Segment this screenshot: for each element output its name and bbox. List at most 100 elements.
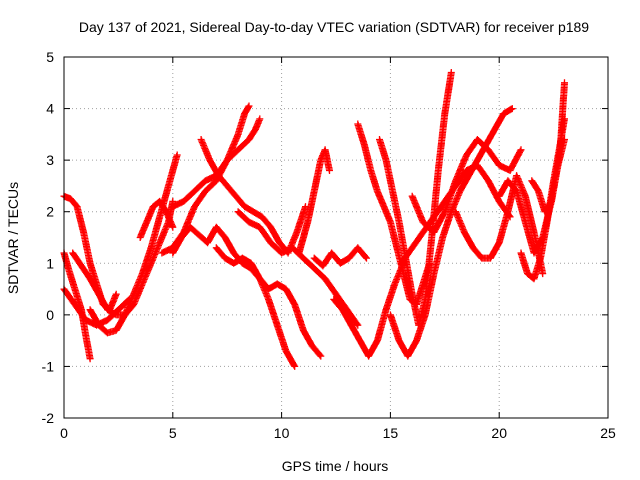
series-markers xyxy=(528,136,568,216)
data-point xyxy=(82,231,85,234)
data-point xyxy=(158,200,161,203)
data-point xyxy=(433,216,435,218)
data-point xyxy=(328,169,331,172)
data-point xyxy=(293,303,296,306)
series-markers xyxy=(197,136,309,257)
data-point xyxy=(389,314,392,316)
data-layer xyxy=(60,69,568,370)
data-point xyxy=(198,234,200,236)
data-point xyxy=(259,118,261,120)
data-point xyxy=(346,308,348,311)
data-point xyxy=(67,267,70,270)
data-point xyxy=(313,267,316,270)
data-point xyxy=(546,221,548,223)
data-point xyxy=(507,210,509,213)
y-tick-labels: -2 -1 0 1 2 3 4 5 xyxy=(42,49,55,426)
data-point xyxy=(215,226,218,228)
data-point xyxy=(433,272,435,275)
data-point xyxy=(193,190,196,192)
data-point xyxy=(69,198,72,200)
data-point xyxy=(396,247,398,249)
data-point xyxy=(557,164,559,167)
data-point xyxy=(302,257,305,259)
series-markers xyxy=(310,244,370,270)
data-point xyxy=(324,149,326,151)
data-point xyxy=(248,221,250,223)
data-point xyxy=(74,288,76,290)
data-point xyxy=(472,247,474,249)
data-point xyxy=(250,262,252,265)
data-point xyxy=(509,169,511,172)
data-point xyxy=(172,252,174,254)
data-point xyxy=(333,298,335,301)
data-point xyxy=(476,164,479,167)
data-point xyxy=(296,231,298,234)
y-tick-label: 0 xyxy=(46,307,54,323)
data-point xyxy=(356,324,359,326)
data-point xyxy=(319,159,322,161)
series-arc-15 xyxy=(330,259,407,360)
data-point xyxy=(450,71,453,74)
data-point xyxy=(261,216,263,218)
data-point xyxy=(302,236,305,239)
data-point xyxy=(383,205,385,208)
data-point xyxy=(424,314,427,316)
data-point xyxy=(459,190,461,192)
data-point xyxy=(84,319,87,321)
data-point xyxy=(411,247,413,249)
data-point xyxy=(172,226,174,228)
data-point xyxy=(520,149,522,151)
x-axis-label: GPS time / hours xyxy=(282,458,389,474)
data-point xyxy=(467,174,470,177)
data-point xyxy=(393,283,396,285)
data-point xyxy=(515,190,518,192)
data-point xyxy=(226,159,228,161)
data-point xyxy=(293,365,296,368)
series-arc-11 xyxy=(212,244,325,360)
data-point xyxy=(172,200,174,203)
series-arc-24 xyxy=(528,136,568,216)
grid-layer xyxy=(64,57,608,418)
data-point xyxy=(80,265,83,267)
data-point xyxy=(276,283,279,285)
data-point xyxy=(237,133,239,136)
data-point xyxy=(172,205,174,208)
data-point xyxy=(531,179,533,182)
data-point xyxy=(430,236,433,239)
data-point xyxy=(152,205,155,208)
series-arc-9 xyxy=(197,136,309,257)
y-tick-label: 4 xyxy=(46,101,54,117)
series-markers xyxy=(386,105,516,360)
data-point xyxy=(563,81,566,84)
data-point xyxy=(74,303,76,306)
data-point xyxy=(237,210,239,213)
data-point xyxy=(465,169,468,172)
series-markers xyxy=(169,115,264,211)
data-point xyxy=(248,105,250,107)
data-point xyxy=(89,262,91,265)
data-point xyxy=(139,236,141,239)
data-point xyxy=(502,112,505,115)
data-point xyxy=(498,164,501,167)
data-point xyxy=(237,149,239,151)
data-point xyxy=(252,210,255,213)
series-markers xyxy=(295,146,333,257)
data-point xyxy=(526,272,529,275)
data-point xyxy=(141,272,144,275)
data-point xyxy=(176,154,178,156)
data-point xyxy=(544,210,546,213)
data-point xyxy=(411,195,413,198)
data-point xyxy=(398,221,400,223)
x-tick-label: 25 xyxy=(600,425,616,441)
data-point xyxy=(422,231,424,234)
data-point xyxy=(145,221,148,223)
data-point xyxy=(533,277,535,280)
data-point xyxy=(269,241,272,244)
data-point xyxy=(189,226,192,228)
data-point xyxy=(385,159,387,161)
data-point xyxy=(267,288,270,290)
data-point xyxy=(89,277,91,280)
data-point xyxy=(441,236,444,239)
y-tick-label: -2 xyxy=(42,410,55,426)
